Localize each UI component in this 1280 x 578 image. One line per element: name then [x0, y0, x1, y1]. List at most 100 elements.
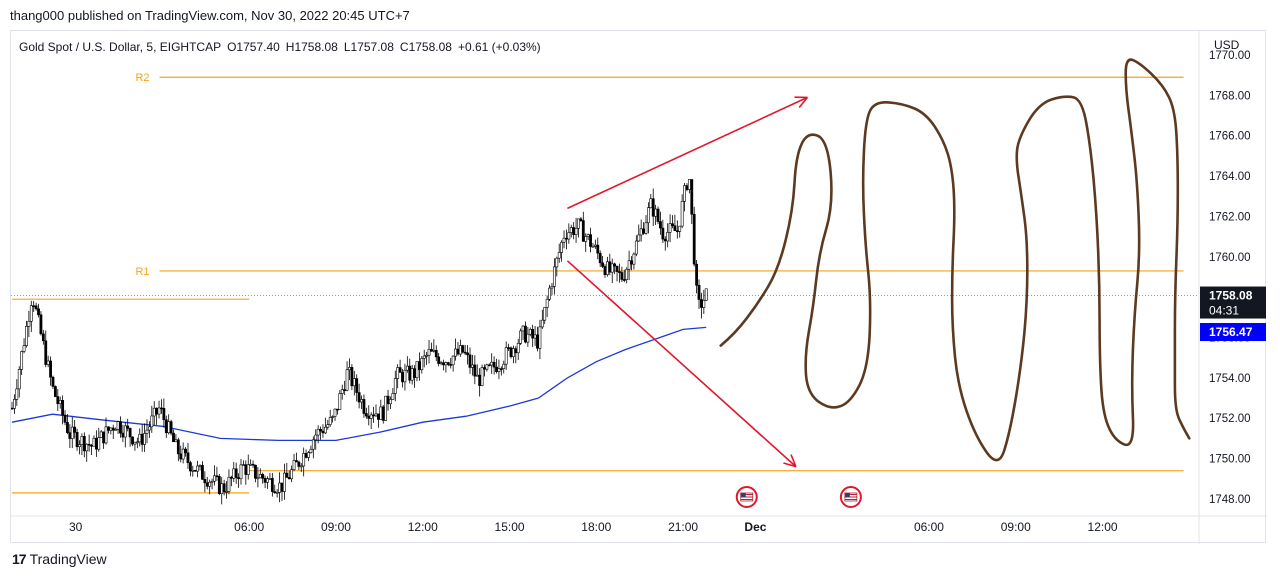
symbol-line: Gold Spot / U.S. Dollar, 5, EIGHTCAP O175… — [19, 40, 541, 54]
candle-body — [107, 426, 110, 431]
candle-body — [53, 386, 57, 397]
candle-body — [44, 340, 48, 365]
candle-body — [131, 436, 134, 445]
candle-body — [150, 415, 154, 428]
candle-body — [572, 227, 576, 236]
ma-badge-box — [1200, 323, 1266, 342]
candle-body — [179, 453, 183, 460]
candle-body — [526, 333, 530, 343]
candle-body — [519, 330, 523, 344]
candle-body — [333, 408, 337, 417]
candle-body — [237, 477, 240, 480]
candle-body — [656, 208, 660, 222]
candle-body — [32, 305, 36, 308]
candle-body — [451, 355, 455, 366]
price-chart[interactable]: R2 R1 1770.00 1768.00 1766.00 1764.00 1762.00… — [11, 31, 1267, 544]
candle-body — [338, 393, 342, 410]
candle-body — [246, 464, 250, 475]
candle-body — [680, 200, 684, 227]
candle-body — [196, 465, 200, 472]
candle-body — [157, 407, 161, 415]
price-axis: 1770.00 1768.00 1766.00 1764.00 1762.00 1760.… — [1198, 31, 1266, 544]
candle-body — [41, 333, 45, 342]
candle-body — [413, 368, 416, 378]
candle-body — [172, 432, 175, 443]
price-tick-label: 1752.00 — [1209, 413, 1251, 425]
currency-label: USD — [1214, 38, 1240, 52]
ma-value-badge: 1756.47 — [1200, 323, 1266, 342]
candle-body — [639, 228, 643, 236]
candle-body — [148, 426, 151, 431]
candle-body — [528, 329, 532, 335]
candle-body — [348, 367, 351, 371]
chart-frame[interactable]: R2 R1 1770.00 1768.00 1766.00 1764.00 1762.00… — [10, 30, 1267, 544]
candle-body — [579, 218, 583, 221]
price-tick-label: 1770.00 — [1209, 50, 1251, 62]
candle-body — [483, 367, 486, 370]
candle-body — [630, 260, 633, 265]
candle-body — [20, 351, 24, 370]
flag-canton — [740, 493, 746, 497]
candle-body — [263, 478, 267, 483]
candle-body — [538, 326, 542, 349]
price-tick-label: 1754.00 — [1209, 373, 1251, 385]
candle-body — [29, 305, 33, 322]
candle-body — [152, 407, 156, 417]
candle-body — [104, 426, 108, 444]
candle-body — [584, 236, 588, 242]
candle-body — [374, 413, 378, 417]
candle-body — [278, 482, 281, 493]
candle-body — [509, 347, 513, 357]
candle-body — [174, 439, 178, 443]
candle-body — [201, 465, 204, 480]
candle-body — [116, 421, 120, 430]
candle-body — [533, 334, 537, 339]
candle-body — [13, 399, 16, 409]
candle-body — [683, 185, 686, 202]
candle-body — [540, 319, 544, 328]
candle-body — [169, 421, 173, 434]
candle-body — [372, 414, 375, 417]
candle-body — [410, 368, 414, 381]
price-tick-label: 1766.00 — [1209, 131, 1251, 143]
brand-name: TradingView — [29, 551, 107, 567]
candle-body — [659, 221, 662, 229]
candle-body — [97, 437, 101, 450]
candle-body — [316, 428, 320, 436]
candle-body — [210, 480, 214, 483]
candle-body — [299, 465, 303, 468]
candle-body — [384, 395, 388, 421]
candle-body — [360, 399, 363, 403]
candle-body — [261, 474, 265, 479]
candle-body — [502, 363, 506, 369]
price-badge-box — [1200, 286, 1266, 319]
candle-body — [307, 452, 310, 458]
candle-body — [432, 349, 436, 352]
candle-body — [290, 469, 294, 480]
candle-body — [514, 348, 518, 354]
candle-body — [191, 469, 195, 472]
candle-body — [601, 262, 604, 267]
candle-body — [610, 263, 614, 273]
level-lines: R2 R1 — [12, 72, 1184, 494]
footer-brand[interactable]: 17 TradingView — [12, 551, 107, 567]
event-flags — [735, 486, 862, 508]
candle-body — [321, 430, 325, 434]
candle-body — [393, 378, 397, 394]
candle-body — [577, 218, 580, 229]
candle-body — [704, 288, 708, 301]
candle-body — [685, 185, 689, 190]
candle-body — [536, 334, 539, 349]
trend-arrowhead — [783, 462, 797, 468]
candle-body — [565, 237, 568, 240]
candle-body — [613, 263, 617, 267]
candle-body — [420, 358, 424, 371]
trend-arrowhead — [798, 96, 809, 108]
candle-body — [123, 425, 127, 438]
candle-body — [480, 367, 484, 386]
candle-body — [468, 354, 472, 368]
candle-body — [328, 417, 332, 425]
candle-body — [589, 234, 592, 247]
candle-body — [449, 364, 453, 366]
